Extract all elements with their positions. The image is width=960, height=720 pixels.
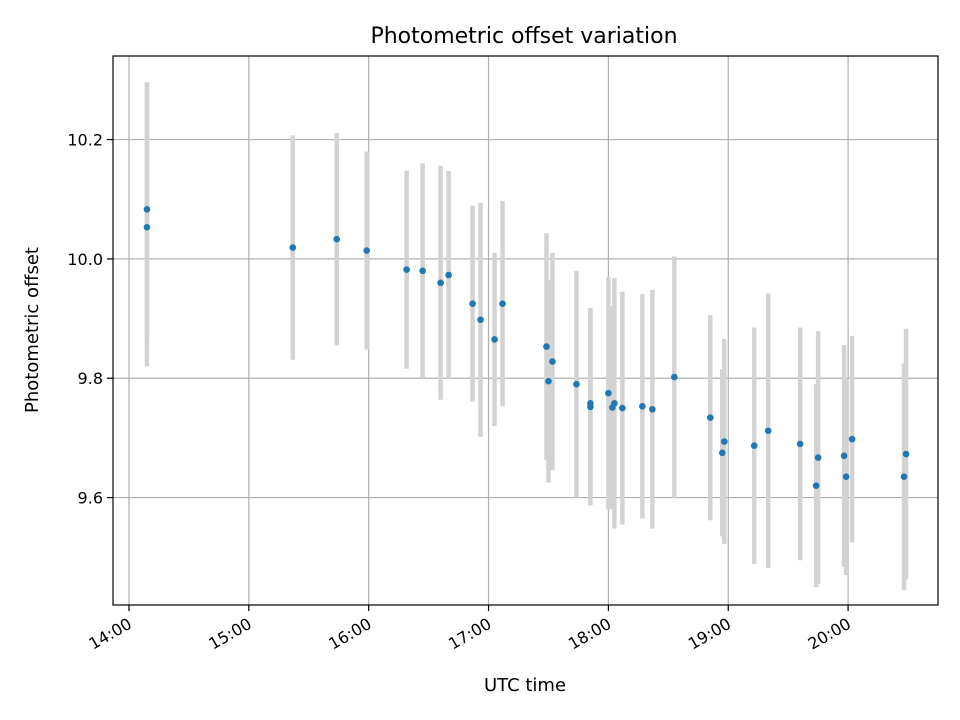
data-point [812, 482, 820, 489]
data-point [573, 380, 580, 388]
x-tick-label: 19:00 [685, 614, 734, 654]
data-point [848, 435, 856, 443]
data-point [706, 414, 714, 421]
data-point [333, 235, 341, 243]
data-point [619, 404, 626, 412]
data-point [289, 244, 297, 251]
data-point [549, 358, 556, 365]
y-tick-label: 9.8 [78, 369, 103, 388]
data-point [543, 343, 550, 350]
data-point [143, 206, 151, 213]
data-point [902, 450, 910, 458]
data-point [419, 267, 426, 275]
x-axis-ticks: 14:00 15:00 16:00 17:00 18:00 19:00 20:00 [86, 605, 854, 654]
chart-title: Photometric offset variation [370, 24, 677, 49]
y-tick-label: 10.0 [67, 250, 103, 269]
x-tick-label: 15:00 [205, 614, 254, 654]
data-points [143, 206, 910, 489]
data-point [605, 389, 612, 397]
plot-frame [112, 55, 939, 606]
y-axis-ticks: 9.6 9.8 10.0 10.2 [67, 131, 113, 508]
data-point [477, 316, 484, 324]
data-point [639, 402, 646, 410]
data-point [842, 473, 850, 481]
data-point [764, 427, 772, 435]
data-point [143, 223, 151, 231]
data-point [671, 373, 678, 381]
data-point [900, 473, 908, 481]
data-point [649, 405, 656, 413]
error-bars [144, 82, 909, 591]
data-point [720, 438, 728, 445]
data-point [445, 271, 452, 279]
y-tick-label: 10.2 [67, 131, 103, 150]
data-point [814, 454, 822, 461]
data-point [491, 336, 498, 343]
data-point [403, 266, 410, 273]
data-point [437, 279, 444, 287]
data-point [750, 442, 758, 449]
y-tick-label: 9.6 [78, 489, 103, 508]
data-point [363, 247, 370, 254]
data-point [840, 452, 848, 460]
data-point [718, 449, 726, 457]
data-point [499, 300, 506, 307]
x-axis-label: UTC time [484, 675, 566, 696]
y-axis-label: Photometric offset [22, 247, 43, 413]
x-tick-label: 14:00 [86, 614, 135, 654]
data-point [796, 440, 804, 448]
data-point [587, 403, 594, 411]
data-point [545, 377, 552, 385]
data-point [469, 300, 476, 307]
x-tick-label: 17:00 [445, 614, 494, 654]
x-tick-label: 20:00 [805, 614, 854, 654]
data-point [611, 400, 618, 407]
x-tick-label: 16:00 [325, 614, 374, 654]
x-tick-label: 18:00 [565, 614, 614, 654]
